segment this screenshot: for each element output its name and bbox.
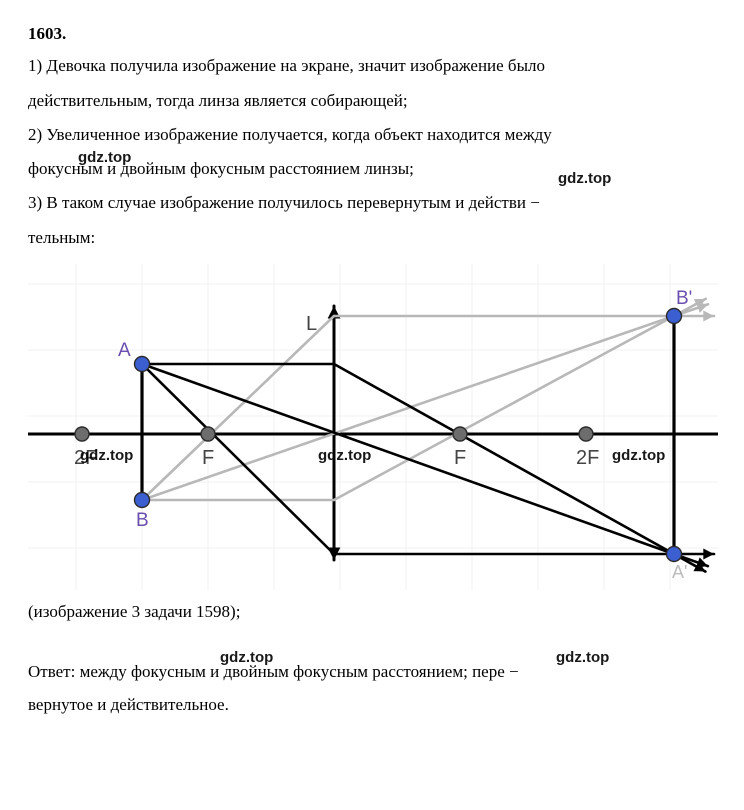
lens-diagram: L 2F F F 2F A B B' A' — [28, 264, 718, 590]
svg-text:A': A' — [672, 562, 687, 582]
paragraph-1: 1) Девочка получила изображение на экран… — [28, 50, 716, 82]
answer-line-2: вернутое и действительное. — [28, 689, 716, 721]
svg-text:B': B' — [676, 288, 692, 309]
paragraph-2: 2) Увеличенное изображение получается, к… — [28, 119, 716, 151]
paragraph-3: 3) В таком случае изображение получилось… — [28, 187, 716, 219]
svg-text:B: B — [136, 510, 149, 531]
svg-text:A: A — [118, 340, 131, 361]
answer-line-1: Ответ: между фокусным и двойным фокусным… — [28, 656, 716, 688]
svg-text:2F: 2F — [74, 447, 97, 469]
svg-text:2F: 2F — [576, 447, 599, 469]
problem-number: 1603. — [28, 18, 716, 50]
diagram-caption: (изображение 3 задачи 1598); — [28, 596, 716, 628]
paragraph-1b: действительным, тогда линза является соб… — [28, 85, 716, 117]
svg-text:F: F — [202, 447, 214, 469]
paragraph-2b: фокусным и двойным фокусным расстоянием … — [28, 153, 716, 185]
diagram-svg: L 2F F F 2F A B B' A' — [28, 264, 718, 590]
svg-text:F: F — [454, 447, 466, 469]
paragraph-3b: тельным: — [28, 222, 716, 254]
svg-text:L: L — [306, 313, 317, 335]
